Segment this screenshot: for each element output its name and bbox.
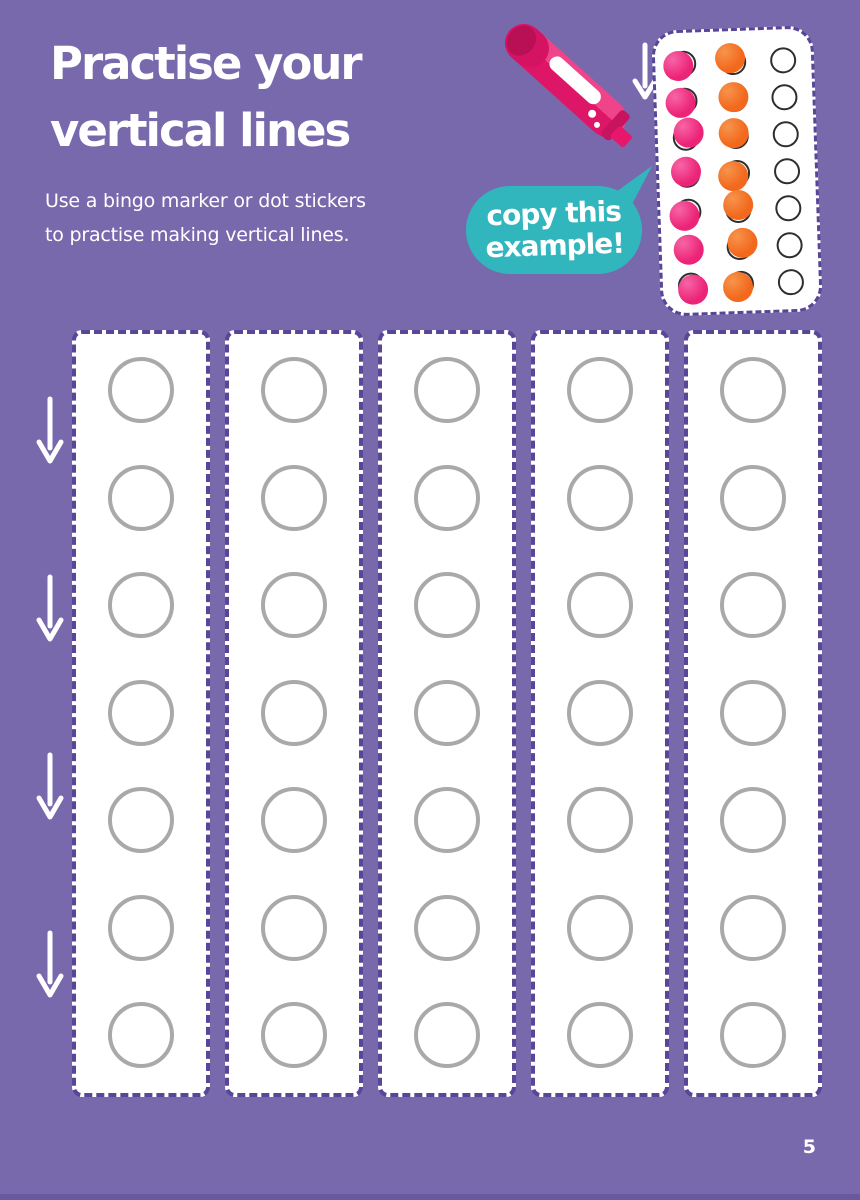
example-dot-orange — [726, 227, 759, 259]
instructions-text: Use a bingo marker or dot stickers to pr… — [45, 184, 366, 252]
practice-circle[interactable] — [108, 895, 174, 961]
example-dot-orange — [717, 81, 749, 113]
down-arrow-icon — [36, 396, 64, 464]
example-card — [651, 25, 823, 317]
practice-strip-4 — [531, 330, 669, 1097]
practice-circle[interactable] — [414, 357, 480, 423]
down-arrow-icon — [36, 574, 64, 642]
practice-circle[interactable] — [720, 680, 786, 746]
example-dot-pink — [665, 87, 697, 119]
practice-strip-1 — [72, 330, 210, 1097]
practice-circle[interactable] — [108, 1002, 174, 1068]
example-dot-pink — [677, 274, 709, 306]
practice-circle[interactable] — [108, 787, 174, 853]
practice-circle[interactable] — [414, 572, 480, 638]
practice-circle[interactable] — [720, 572, 786, 638]
page-title-line-2: vertical lines — [50, 104, 351, 157]
practice-circle[interactable] — [261, 787, 327, 853]
practice-circle[interactable] — [567, 895, 633, 961]
practice-strip-5 — [684, 330, 822, 1097]
page-title-line-1: Practise your — [50, 37, 363, 90]
practice-circle[interactable] — [414, 680, 480, 746]
practice-circle[interactable] — [414, 465, 480, 531]
practice-circle[interactable] — [261, 895, 327, 961]
practice-circle[interactable] — [567, 572, 633, 638]
bubble-text-line-2: example! — [484, 226, 625, 265]
down-arrow-icon — [632, 42, 658, 100]
example-dot-orange — [717, 160, 749, 192]
page-number: 5 — [802, 1136, 816, 1158]
practice-circle[interactable] — [261, 680, 327, 746]
practice-circle[interactable] — [720, 895, 786, 961]
down-arrow-icon — [36, 752, 64, 820]
practice-circle[interactable] — [108, 465, 174, 531]
example-circle-outline — [773, 157, 801, 185]
practice-strip-2 — [225, 330, 363, 1097]
practice-circle[interactable] — [567, 787, 633, 853]
practice-circle[interactable] — [261, 357, 327, 423]
example-circle-outline — [769, 46, 797, 74]
practice-circle[interactable] — [720, 357, 786, 423]
example-dot-orange — [722, 271, 754, 303]
example-dot-pink — [662, 50, 694, 82]
instructions-line-2: to practise making vertical lines. — [45, 224, 350, 246]
practice-strip-3 — [378, 330, 516, 1097]
down-arrow-icon — [36, 930, 64, 998]
practice-circle[interactable] — [414, 1002, 480, 1068]
example-dot-pink — [673, 234, 705, 266]
example-circle-outline — [771, 83, 798, 111]
example-dot-pink — [673, 117, 705, 149]
example-circle-outline — [776, 231, 804, 259]
practice-circle[interactable] — [414, 787, 480, 853]
bingo-marker-icon — [497, 16, 635, 149]
practice-circle[interactable] — [567, 680, 633, 746]
practice-circle[interactable] — [720, 465, 786, 531]
practice-circle[interactable] — [108, 572, 174, 638]
practice-circle[interactable] — [108, 357, 174, 423]
practice-circle[interactable] — [108, 680, 174, 746]
practice-circle[interactable] — [261, 572, 327, 638]
example-circle-outline — [774, 194, 802, 222]
practice-circle[interactable] — [720, 787, 786, 853]
copy-example-bubble: copy this example! — [465, 166, 652, 274]
practice-circle[interactable] — [567, 357, 633, 423]
example-circle-outline — [772, 120, 800, 148]
practice-circle[interactable] — [261, 465, 327, 531]
instructions-line-1: Use a bingo marker or dot stickers — [45, 190, 366, 212]
example-circle-outline — [777, 268, 805, 296]
bubble-tail — [602, 166, 652, 212]
example-dot-pink — [669, 200, 701, 232]
bubble-text: copy this example! — [465, 183, 644, 265]
footer-bar — [0, 1194, 860, 1200]
page-title: Practise your vertical lines — [50, 30, 363, 164]
practice-circle[interactable] — [414, 895, 480, 961]
practice-circle[interactable] — [261, 1002, 327, 1068]
practice-circle[interactable] — [567, 465, 633, 531]
practice-circle[interactable] — [567, 1002, 633, 1068]
practice-circle[interactable] — [720, 1002, 786, 1068]
